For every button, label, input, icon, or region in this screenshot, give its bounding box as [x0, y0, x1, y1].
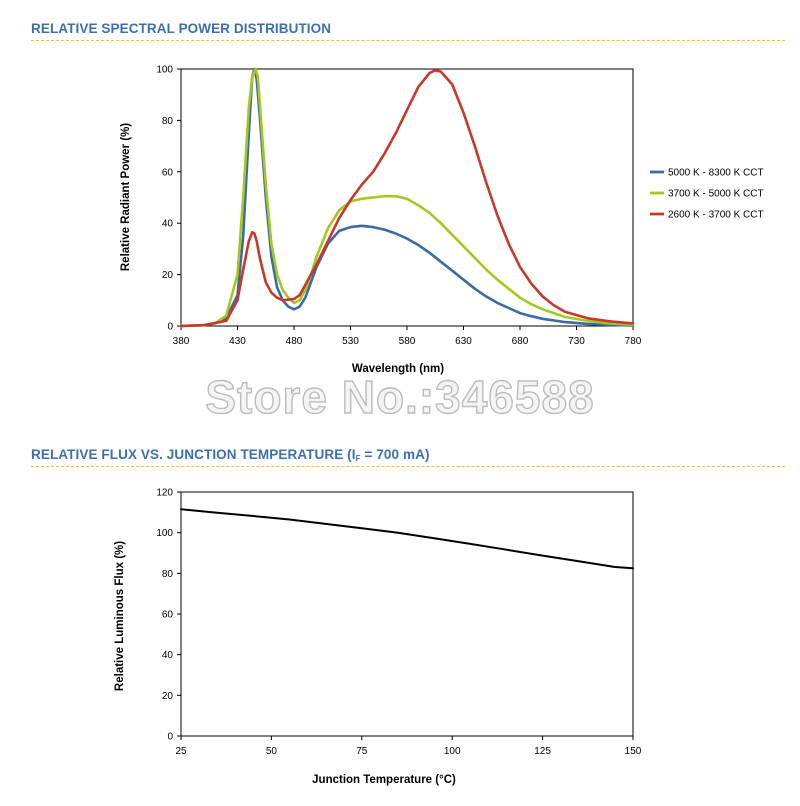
- x-tick-label: 730: [568, 336, 585, 347]
- spectral-power-chart: 0 20 40 60 80 100 380 430 480 530 580 630 680 730 780…: [120, 65, 764, 376]
- x-tick-label: 630: [455, 336, 472, 347]
- legend-label: 3700 K - 5000 K CCT: [668, 189, 764, 200]
- y-tick-label: 20: [162, 270, 174, 281]
- y-tick-label: 100: [156, 65, 173, 76]
- x-tick-label: 125: [534, 746, 551, 757]
- x-tick-label: 430: [229, 336, 246, 347]
- section-title-flux: RELATIVE FLUX VS. JUNCTION TEMPERATURE (…: [31, 447, 430, 463]
- y-tick-label: 60: [162, 167, 174, 178]
- y-tick-label: 40: [162, 650, 174, 661]
- section-divider: [31, 466, 785, 467]
- x-tick-label: 680: [512, 336, 529, 347]
- y-axis-label: Relative Luminous Flux (%): [114, 541, 126, 691]
- y-tick-label: 80: [162, 116, 174, 127]
- y-axis-label: Relative Radiant Power (%): [120, 123, 132, 271]
- section-title-flux-main: RELATIVE FLUX VS. JUNCTION TEMPERATURE (…: [31, 447, 356, 462]
- legend: 5000 K - 8300 K CCT 3700 K - 5000 K CCT 26…: [650, 168, 764, 221]
- y-tick-label: 20: [162, 691, 174, 702]
- y-tick-label: 40: [162, 219, 174, 230]
- x-tick-label: 75: [356, 746, 368, 757]
- x-tick-label: 25: [175, 746, 187, 757]
- section-title-flux-subscript: F: [355, 454, 361, 463]
- y-tick-label: 0: [167, 322, 173, 333]
- x-axis-label: Junction Temperature (°C): [312, 774, 456, 786]
- x-tick-label: 380: [173, 336, 190, 347]
- section-title-spectral-text: RELATIVE SPECTRAL POWER DISTRIBUTION: [31, 21, 332, 36]
- x-tick-label: 580: [399, 336, 416, 347]
- y-tick-label: 120: [156, 488, 173, 499]
- legend-label: 2600 K - 3700 K CCT: [668, 210, 764, 221]
- series-line-2: [179, 69, 635, 328]
- x-tick-label: 50: [266, 746, 278, 757]
- x-axis-label: Wavelength (nm): [352, 363, 444, 375]
- series-line-1: [179, 67, 635, 328]
- series-line: [180, 508, 634, 570]
- legend-label: 5000 K - 8300 K CCT: [668, 168, 764, 179]
- section-divider: [31, 40, 785, 41]
- x-tick-label: 780: [625, 336, 642, 347]
- x-tick-label: 480: [286, 336, 303, 347]
- x-tick-label: 150: [625, 746, 642, 757]
- x-tick-label: 530: [342, 336, 359, 347]
- y-tick-label: 60: [162, 610, 174, 621]
- x-tick-label: 100: [444, 746, 461, 757]
- section-title-flux-tail: = 700 mA): [360, 447, 430, 462]
- plot-frame: [180, 491, 634, 737]
- y-tick-label: 80: [162, 569, 174, 580]
- section-title-spectral: RELATIVE SPECTRAL POWER DISTRIBUTION: [31, 21, 331, 36]
- watermark-text: Store No.:346588: [205, 370, 595, 423]
- y-tick-label: 0: [167, 732, 173, 743]
- y-tick-label: 100: [156, 528, 173, 539]
